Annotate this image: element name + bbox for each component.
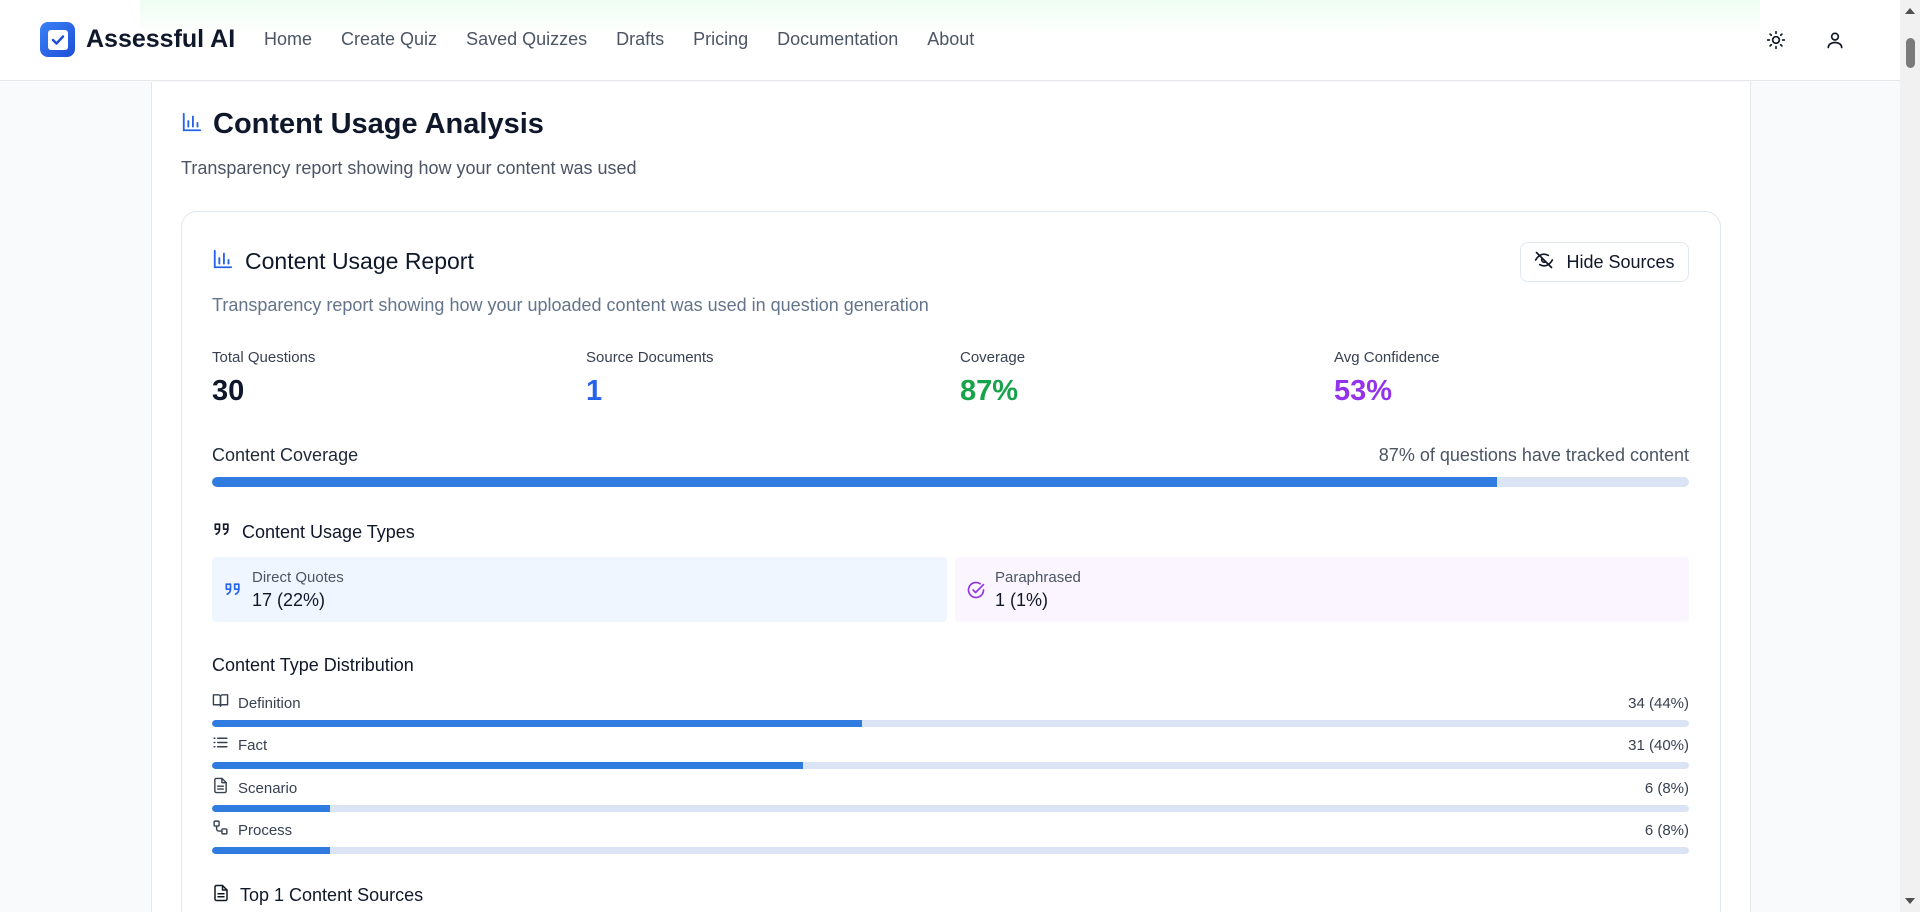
report-subtitle: Transparency report showing how your upl… — [212, 295, 929, 315]
list-icon — [212, 734, 229, 756]
distribution-name: Scenario — [238, 779, 298, 797]
coverage-progress-bar — [212, 477, 1689, 487]
stat-value: 87% — [960, 375, 1019, 407]
page-scrollbar[interactable] — [1900, 0, 1920, 912]
distribution-name: Process — [238, 821, 293, 839]
stat-value: 30 — [212, 375, 245, 407]
nav-link-drafts[interactable]: Drafts — [616, 29, 665, 49]
distribution-bar — [212, 805, 1689, 812]
stat-label: Source Documents — [586, 349, 714, 366]
page-title: Content Usage Analysis — [181, 108, 544, 141]
scroll-down-arrow-icon[interactable] — [1905, 898, 1915, 904]
coverage-progress-fill — [212, 477, 1497, 487]
usage-value: 1 (1%) — [995, 589, 1049, 610]
distribution-bar-fill — [212, 805, 331, 812]
stat-label: Coverage — [960, 349, 1026, 366]
stat-source-documents: Source Documents 1 — [586, 349, 714, 408]
usage-value: 17 (22%) — [252, 589, 326, 610]
book-icon — [212, 692, 229, 714]
distribution-count: 31 (40%) — [1628, 736, 1689, 754]
usage-direct-quotes: Direct Quotes 17 (22%) — [212, 557, 947, 622]
nav-link-documentation[interactable]: Documentation — [777, 29, 899, 49]
user-icon[interactable] — [1823, 28, 1847, 52]
distribution-count: 34 (44%) — [1628, 694, 1689, 712]
nav-link-home[interactable]: Home — [264, 29, 313, 49]
brand-logo-icon — [40, 22, 75, 57]
distribution-bar — [212, 762, 1689, 769]
stat-value: 1 — [586, 375, 603, 407]
file-icon — [212, 884, 230, 907]
distribution-bar — [212, 720, 1689, 727]
usage-types-title: Content Usage Types — [242, 522, 415, 542]
stat-coverage: Coverage 87% — [960, 349, 1025, 408]
distribution-name: Definition — [238, 694, 301, 712]
distribution-row-fact: Fact 31 (40%) — [212, 735, 1689, 769]
scroll-up-arrow-icon[interactable] — [1905, 8, 1915, 14]
top-sources-title: Top 1 Content Sources — [240, 885, 424, 905]
brand[interactable]: Assessful AI — [40, 22, 235, 57]
distribution-bar-fill — [212, 847, 331, 854]
stat-label: Avg Confidence — [1334, 349, 1440, 366]
distribution-row-scenario: Scenario 6 (8%) — [212, 777, 1689, 812]
distribution-bar — [212, 847, 1689, 854]
distribution-count: 6 (8%) — [1644, 779, 1689, 797]
usage-types-header: Content Usage Types — [212, 520, 415, 545]
eye-off-icon — [1534, 250, 1554, 275]
check-circle-icon — [965, 579, 987, 601]
usage-label: Paraphrased — [995, 568, 1081, 586]
distribution-title: Content Type Distribution — [212, 655, 414, 675]
usage-label: Direct Quotes — [252, 568, 344, 586]
coverage-note: 87% of questions have tracked content — [1378, 445, 1689, 465]
distribution-bar-fill — [212, 762, 803, 769]
distribution-row-definition: Definition 34 (44%) — [212, 693, 1689, 727]
quote-icon — [212, 520, 232, 545]
quote-icon — [222, 579, 244, 601]
stat-label: Total Questions — [212, 349, 316, 366]
scrollbar-thumb[interactable] — [1906, 38, 1915, 68]
distribution-name: Fact — [238, 736, 268, 754]
distribution-row-process: Process 6 (8%) — [212, 820, 1689, 854]
distribution-bar-fill — [212, 720, 862, 727]
theme-toggle-sun-icon[interactable] — [1764, 28, 1788, 52]
usage-paraphrased: Paraphrased 1 (1%) — [955, 557, 1689, 622]
page-title-text: Content Usage Analysis — [213, 108, 544, 140]
bar-chart-icon — [181, 111, 203, 138]
nav-link-create-quiz[interactable]: Create Quiz — [341, 29, 438, 49]
page-subtitle: Transparency report showing how your con… — [181, 158, 637, 178]
top-sources-header: Top 1 Content Sources — [212, 884, 423, 907]
hide-sources-label: Hide Sources — [1566, 251, 1675, 272]
top-navbar: Assessful AI Home Create Quiz Saved Quiz… — [0, 0, 1900, 81]
nav-link-saved-quizzes[interactable]: Saved Quizzes — [466, 29, 588, 49]
stat-value: 53% — [1334, 375, 1393, 407]
coverage-label: Content Coverage — [212, 445, 359, 465]
file-icon — [212, 777, 229, 799]
report-title-text: Content Usage Report — [245, 248, 474, 274]
stat-total-questions: Total Questions 30 — [212, 349, 315, 408]
nav-link-about[interactable]: About — [927, 29, 975, 49]
hide-sources-button[interactable]: Hide Sources — [1520, 242, 1689, 282]
workflow-icon — [212, 819, 229, 841]
nav-links: Home Create Quiz Saved Quizzes Drafts Pr… — [264, 29, 1003, 50]
report-title: Content Usage Report — [212, 248, 474, 275]
bar-chart-icon — [212, 248, 234, 275]
stat-avg-confidence: Avg Confidence 53% — [1334, 349, 1440, 408]
distribution-count: 6 (8%) — [1644, 821, 1689, 839]
brand-name: Assessful AI — [86, 25, 236, 53]
nav-link-pricing[interactable]: Pricing — [693, 29, 749, 49]
